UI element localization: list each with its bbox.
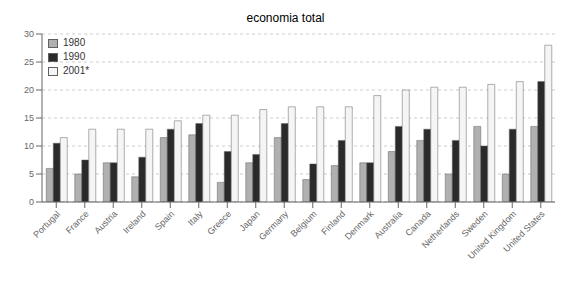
svg-text:Japan: Japan — [237, 209, 261, 233]
svg-text:25: 25 — [24, 57, 34, 67]
svg-text:United Kingdom: United Kingdom — [466, 209, 518, 261]
svg-text:20: 20 — [24, 85, 34, 95]
svg-text:Greece: Greece — [205, 209, 233, 237]
svg-text:10: 10 — [24, 141, 34, 151]
svg-text:15: 15 — [24, 113, 34, 123]
svg-text:Germany: Germany — [257, 209, 291, 243]
svg-text:Australia: Australia — [372, 209, 404, 241]
html-text:1980: 1980 — [63, 37, 86, 48]
svg-text:Italy: Italy — [186, 209, 205, 228]
svg-text:Portugal: Portugal — [31, 209, 62, 240]
svg-text:Spain: Spain — [153, 209, 176, 232]
html-text:2001*: 2001* — [63, 65, 90, 76]
html-text:economia total: economia total — [246, 11, 325, 25]
svg-text:Denmark: Denmark — [343, 209, 376, 242]
svg-text:5: 5 — [29, 169, 34, 179]
svg-text:Belgium: Belgium — [289, 209, 319, 239]
svg-text:30: 30 — [24, 29, 34, 39]
svg-text:Ireland: Ireland — [121, 209, 148, 236]
svg-text:Sweden: Sweden — [459, 208, 490, 239]
svg-text:France: France — [64, 209, 91, 236]
svg-text:United States: United States — [501, 209, 547, 255]
svg-text:Austria: Austria — [92, 209, 119, 236]
html-text:1990: 1990 — [63, 51, 86, 62]
svg-text:Canada: Canada — [403, 208, 433, 239]
svg-text:0: 0 — [29, 197, 34, 207]
svg-text:Netherlands: Netherlands — [420, 209, 462, 251]
svg-text:Finland: Finland — [319, 209, 347, 237]
